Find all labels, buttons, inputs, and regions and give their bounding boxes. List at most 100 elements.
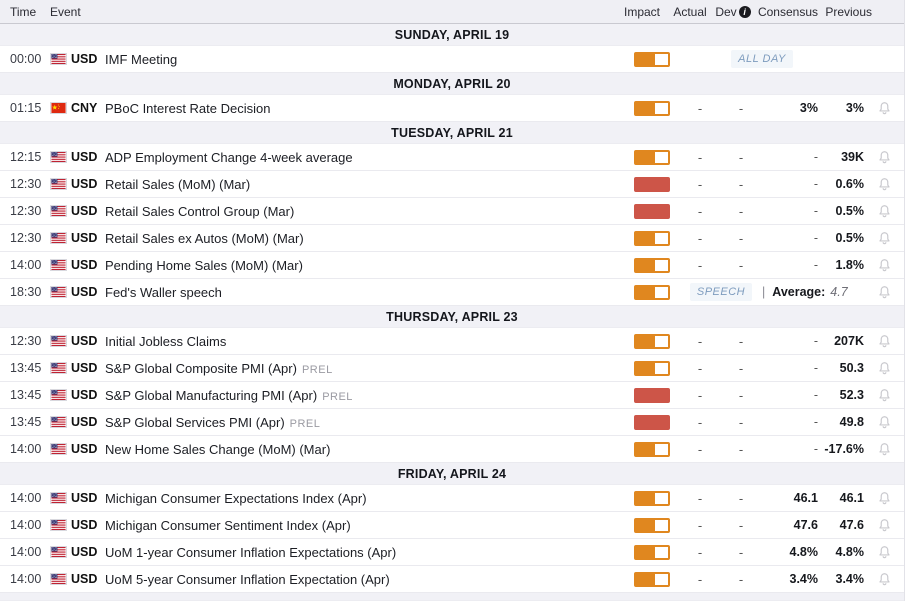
event-name: S&P Global Composite PMI (Apr) [105, 360, 297, 376]
actual-value: - [697, 360, 703, 376]
event-row[interactable]: 13:45 USD S&P Global Composite PMI (Apr)… [0, 355, 904, 382]
impact-cell [634, 149, 680, 165]
consensus-value: - [813, 204, 818, 218]
event-name: UoM 5-year Consumer Inflation Expectatio… [105, 571, 390, 587]
previous-value: 0.5% [835, 231, 865, 245]
flag-cell [50, 53, 71, 65]
bell-cell[interactable] [864, 442, 904, 456]
bell-icon[interactable] [878, 361, 891, 375]
event-name: S&P Global Services PMI (Apr) [105, 414, 285, 430]
bell-icon[interactable] [878, 231, 891, 245]
bell-icon[interactable] [878, 518, 891, 532]
impact-cell [634, 176, 680, 192]
event-name-cell: PBoC Interest Rate Decision [104, 101, 634, 116]
impact-indicator [634, 387, 670, 403]
impact-indicator [634, 414, 670, 430]
deviation-value: - [738, 100, 744, 116]
currency-code: USD [71, 258, 98, 272]
bell-icon[interactable] [878, 334, 891, 348]
impact-indicator [634, 230, 670, 246]
bell-cell[interactable] [864, 258, 904, 272]
actual-value: - [697, 441, 703, 457]
event-name-cell: UoM 1-year Consumer Inflation Expectatio… [104, 545, 634, 560]
all-day-badge: ALL DAY [731, 50, 793, 68]
bell-cell[interactable] [864, 545, 904, 559]
currency-code: USD [71, 388, 98, 402]
actual-value: - [697, 100, 703, 116]
bell-cell[interactable] [864, 231, 904, 245]
bell-cell[interactable] [864, 388, 904, 402]
currency-code: USD [71, 285, 98, 299]
event-row[interactable]: 12:15 USD ADP Employment Change 4-week a… [0, 144, 904, 171]
event-row[interactable]: 12:30 USD Retail Sales ex Autos (MoM) (M… [0, 225, 904, 252]
bell-icon[interactable] [878, 388, 891, 402]
currency-code: USD [71, 177, 98, 191]
event-row[interactable]: 14:00 USD Michigan Consumer Sentiment In… [0, 512, 904, 539]
dev-header-label: Dev [715, 4, 737, 19]
event-row[interactable]: 12:30 USD Initial Jobless Claims - - - 207K [0, 328, 904, 355]
impact-indicator [634, 490, 670, 506]
flag-cell [50, 102, 71, 114]
event-row[interactable]: 12:30 USD Retail Sales (MoM) (Mar) - - - 0.… [0, 171, 904, 198]
prel-tag: PREL [301, 363, 333, 376]
actual-value: - [697, 203, 703, 219]
actual-value: - [697, 149, 703, 165]
bell-icon[interactable] [878, 258, 891, 272]
event-name: PBoC Interest Rate Decision [105, 100, 271, 116]
bell-cell[interactable] [864, 334, 904, 348]
event-row[interactable]: 14:00 USD UoM 5-year Consumer Inflation … [0, 566, 904, 593]
impact-cell [634, 333, 680, 349]
bell-icon[interactable] [878, 415, 891, 429]
event-row[interactable]: 12:30 USD Retail Sales Control Group (Ma… [0, 198, 904, 225]
event-time: 18:30 [10, 285, 42, 299]
bell-cell[interactable] [864, 204, 904, 218]
bell-icon[interactable] [878, 204, 891, 218]
previous-value: 49.8 [839, 415, 864, 429]
event-time: 00:00 [10, 52, 42, 66]
currency-code: USD [71, 491, 98, 505]
prel-tag: PREL [322, 390, 353, 403]
bell-cell[interactable] [864, 572, 904, 586]
flag-cell [50, 335, 71, 347]
bell-cell[interactable] [864, 518, 904, 532]
bell-icon[interactable] [878, 150, 891, 164]
event-row[interactable]: 13:45 USD S&P Global Manufacturing PMI (… [0, 382, 904, 409]
previous-value: 46.1 [839, 491, 864, 505]
bell-cell[interactable] [864, 177, 904, 191]
consensus-value: 3.4% [789, 572, 819, 586]
bell-cell[interactable] [864, 491, 904, 505]
event-row[interactable]: 14:00 USD Michigan Consumer Expectations… [0, 485, 904, 512]
bell-cell[interactable] [864, 150, 904, 164]
bell-icon[interactable] [878, 101, 891, 115]
bell-icon[interactable] [878, 285, 891, 299]
bell-cell[interactable] [864, 415, 904, 429]
event-time: 12:30 [10, 177, 42, 191]
previous-value: 50.3 [839, 361, 864, 375]
event-row[interactable]: 14:00 USD Pending Home Sales (MoM) (Mar)… [0, 252, 904, 279]
bell-cell[interactable] [864, 101, 904, 115]
flag-cell [50, 259, 71, 271]
flag-cell [50, 178, 71, 190]
event-row[interactable]: 13:45 USD S&P Global Services PMI (Apr) P… [0, 409, 904, 436]
event-row[interactable]: 14:00 USD New Home Sales Change (MoM) (M… [0, 436, 904, 463]
deviation-value: - [738, 360, 744, 376]
deviation-info-icon[interactable]: i [738, 5, 751, 18]
event-row[interactable]: 14:00 USD UoM 1-year Consumer Inflation … [0, 539, 904, 566]
event-name: New Home Sales Change (MoM) (Mar) [105, 441, 331, 457]
bell-cell[interactable] [864, 285, 904, 299]
bell-icon[interactable] [878, 177, 891, 191]
previous-value: 0.6% [835, 177, 865, 191]
bell-icon[interactable] [878, 572, 891, 586]
event-time: 14:00 [10, 491, 42, 505]
event-row[interactable]: 18:30 USD Fed's Waller speech SPEECH | Ave… [0, 279, 904, 306]
bell-icon[interactable] [878, 491, 891, 505]
event-name-cell: ADP Employment Change 4-week average [104, 150, 634, 165]
event-row[interactable]: 00:00 USD IMF Meeting ALL DAY [0, 46, 904, 73]
bell-icon[interactable] [878, 545, 891, 559]
bell-icon[interactable] [878, 442, 891, 456]
event-name: Initial Jobless Claims [105, 333, 227, 349]
bell-cell[interactable] [864, 361, 904, 375]
event-row[interactable]: 01:15 CNY PBoC Interest Rate Decision - -… [0, 95, 904, 122]
day-separator-row: SUNDAY, APRIL 19 [0, 24, 904, 46]
impact-cell [634, 490, 680, 506]
